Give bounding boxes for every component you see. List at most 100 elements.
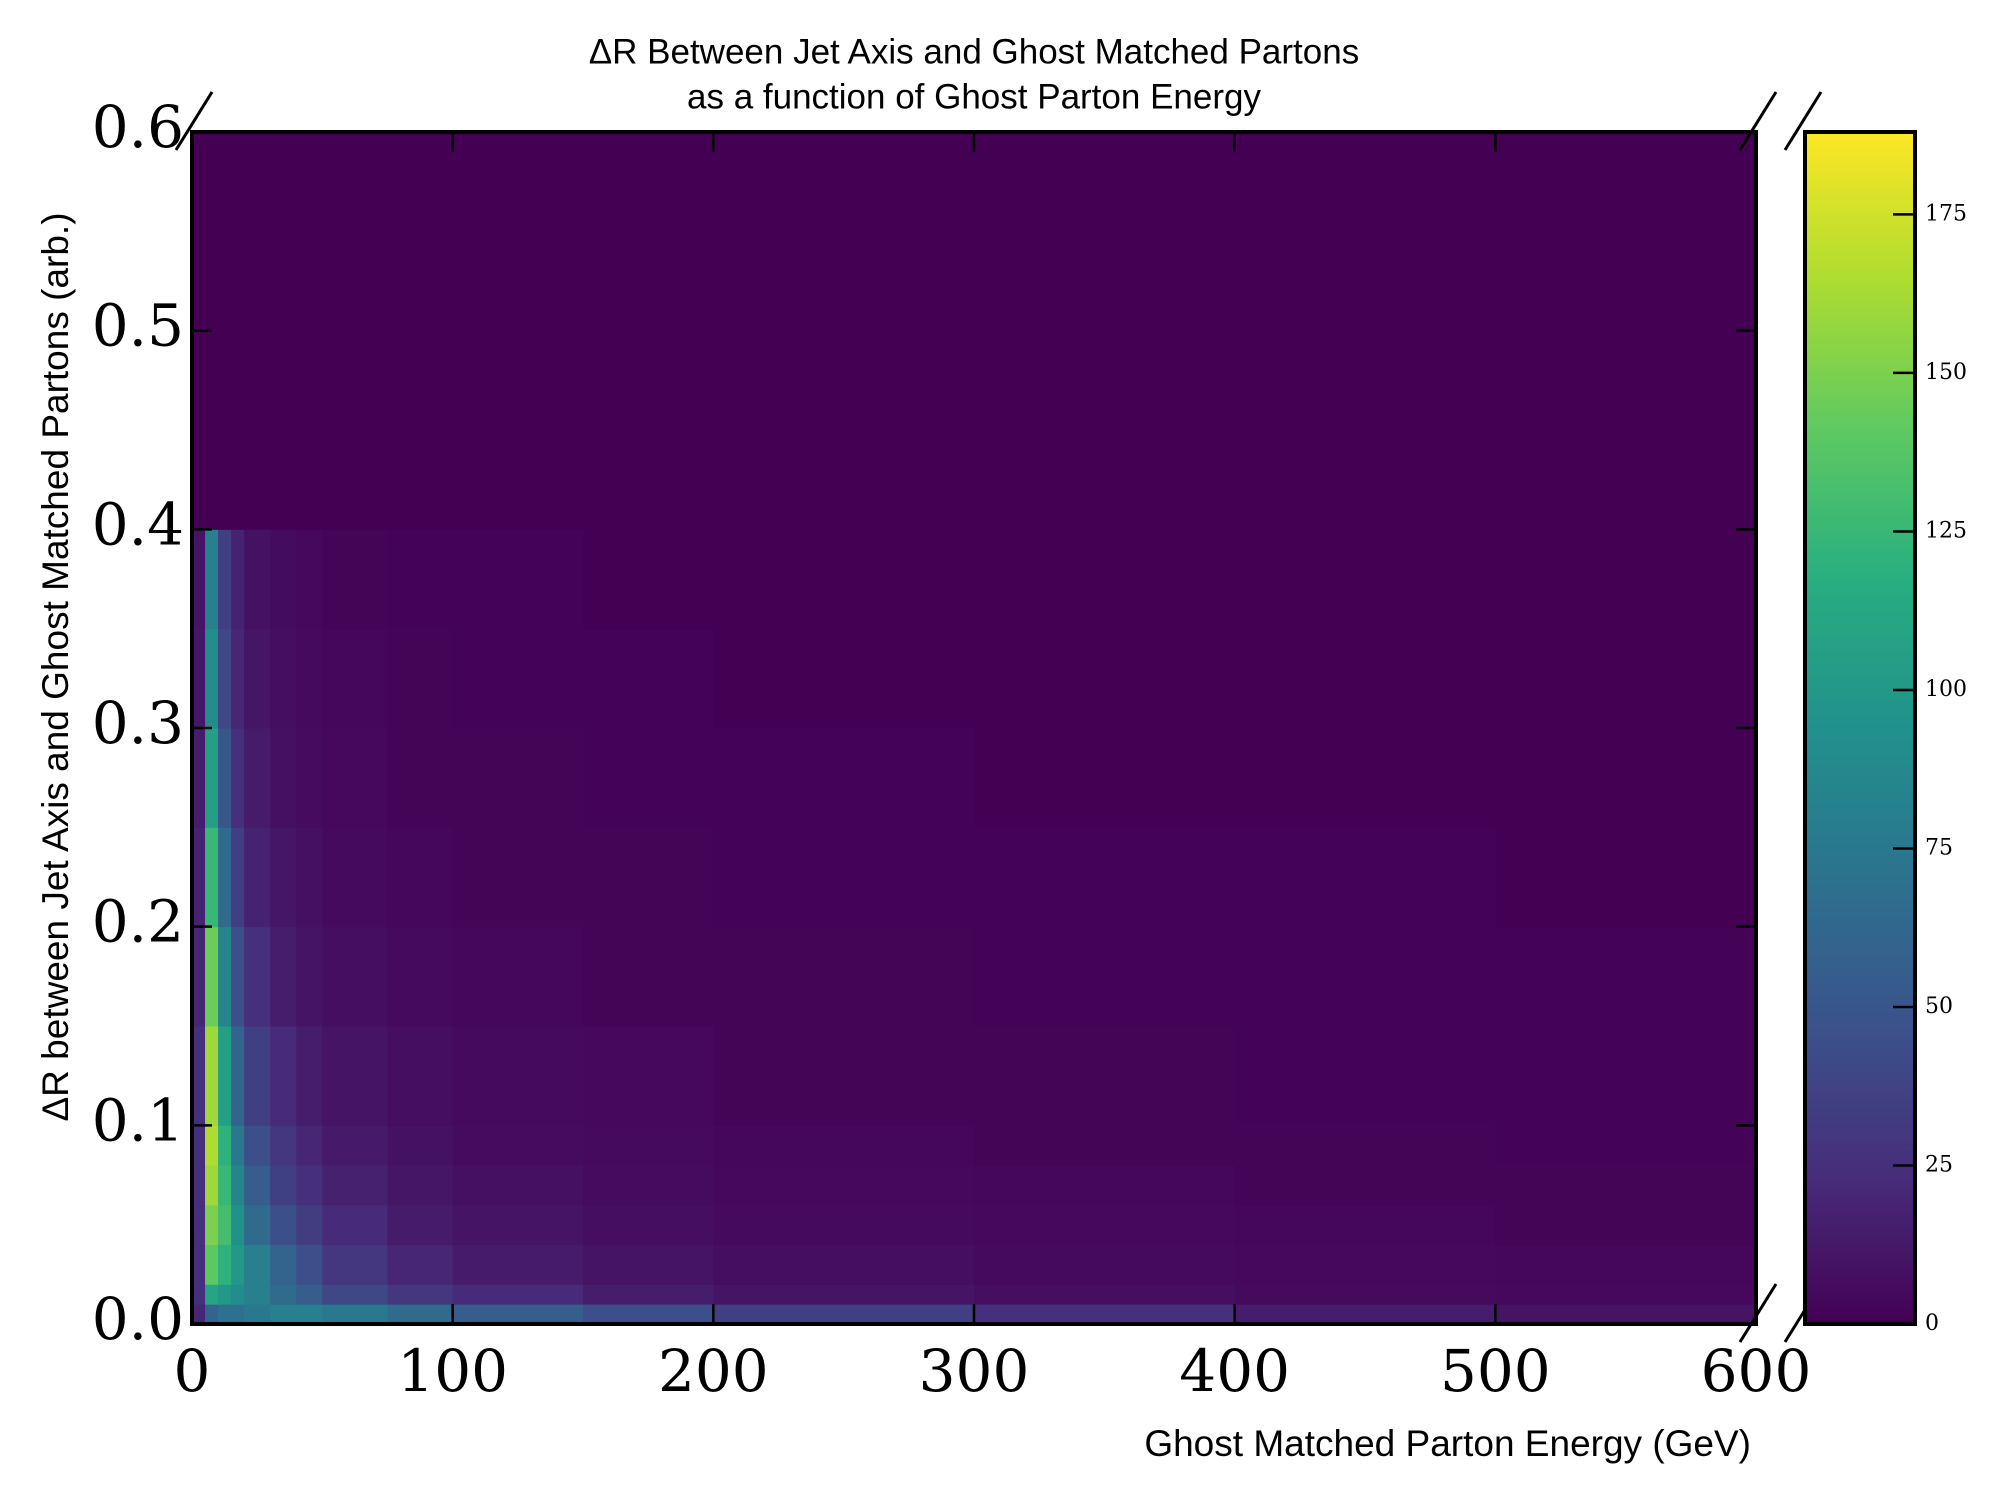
heatmap-cell (270, 1304, 297, 1325)
heatmap-cell (387, 330, 454, 431)
heatmap-cell (205, 430, 219, 530)
heatmap-cell (244, 728, 271, 828)
heatmap-cell (713, 330, 975, 431)
heatmap-cell (1234, 628, 1496, 729)
colorbar-tick-label: 175 (1925, 201, 1967, 226)
x-tick-label: 500 (1440, 1337, 1551, 1405)
heatmap-cell (231, 529, 245, 630)
heatmap-cell (231, 1125, 245, 1166)
heatmap-cell (244, 330, 271, 431)
y-tick-label: 0.3 (92, 689, 184, 757)
heatmap-cell (387, 728, 454, 828)
heatmap-cell (205, 1165, 219, 1206)
heatmap-cell (192, 628, 206, 729)
heatmap-cell (1495, 926, 1757, 1027)
heatmap-cell (452, 1125, 584, 1166)
heatmap-cell (244, 827, 271, 928)
heatmap-cell (270, 827, 297, 928)
heatmap-cell (583, 926, 714, 1027)
heatmap-cell (270, 330, 297, 431)
colorbar-tick-label: 75 (1925, 835, 1953, 860)
heatmap-cell (231, 728, 245, 828)
heatmap-cell (387, 1165, 454, 1206)
heatmap-cell (322, 1304, 388, 1325)
heatmap-cell (713, 529, 975, 630)
chart-title: as a function of Ghost Parton Energy (687, 77, 1261, 116)
heatmap-cell (322, 827, 388, 928)
heatmap-cell (387, 1125, 454, 1166)
heatmap-cell (1234, 1204, 1496, 1246)
heatmap-cell (1495, 1165, 1757, 1206)
heatmap-cell (205, 529, 219, 630)
heatmap-cells (192, 132, 1757, 1325)
heatmap-cell (270, 529, 297, 630)
heatmap-cell (192, 132, 206, 332)
heatmap-cell (231, 628, 245, 729)
heatmap-cell (713, 132, 975, 332)
heatmap-cell (296, 1026, 323, 1126)
heatmap-cell (205, 1244, 219, 1285)
heatmap-cell (974, 728, 1236, 828)
heatmap-cell (387, 430, 454, 530)
heatmap-cell (270, 132, 297, 332)
x-axis-label: Ghost Matched Parton Energy (GeV) (1144, 1423, 1751, 1464)
heatmap-cell (296, 827, 323, 928)
heatmap-cell (296, 1165, 323, 1206)
heatmap-cell (244, 926, 271, 1027)
heatmap-cell (322, 1125, 388, 1166)
heatmap-cell (205, 132, 219, 332)
heatmap-cell (192, 926, 206, 1027)
heatmap-cell (218, 926, 232, 1027)
heatmap-cell (713, 1165, 975, 1206)
heatmap-cell (205, 330, 219, 431)
heatmap-cell (218, 132, 232, 332)
heatmap-cell (296, 628, 323, 729)
heatmap-cell (322, 1204, 388, 1246)
heatmap-cell (218, 1244, 232, 1285)
heatmap-cell (583, 1204, 714, 1246)
heatmap-cell (1234, 827, 1496, 928)
heatmap-cell (713, 1026, 975, 1126)
heatmap-cell (452, 1304, 584, 1325)
heatmap-cell (387, 926, 454, 1027)
heatmap-cell (270, 1026, 297, 1126)
heatmap-cell (974, 827, 1236, 928)
heatmap-cell (244, 1165, 271, 1206)
heatmap-cell (1495, 132, 1757, 332)
heatmap-cell (296, 132, 323, 332)
heatmap-cell (296, 529, 323, 630)
heatmap-cell (583, 1125, 714, 1166)
heatmap-cell (713, 1244, 975, 1285)
heatmap-cell (387, 1304, 454, 1325)
heatmap-cell (244, 1125, 271, 1166)
heatmap-cell (713, 728, 975, 828)
heatmap-cell (296, 430, 323, 530)
heatmap-cell (192, 1284, 206, 1305)
heatmap-cell (192, 1304, 206, 1325)
heatmap-cell (387, 1204, 454, 1246)
heatmap-cell (218, 330, 232, 431)
heatmap-cell (192, 827, 206, 928)
heatmap-cell (1234, 529, 1496, 630)
heatmap-cell (322, 926, 388, 1027)
heatmap-cell (974, 628, 1236, 729)
heatmap-cell (583, 529, 714, 630)
heatmap-cell (387, 529, 454, 630)
heatmap-cell (296, 1244, 323, 1285)
heatmap-cell (1234, 926, 1496, 1027)
heatmap-cell (1234, 1244, 1496, 1285)
heatmap-cell (244, 1026, 271, 1126)
heatmap-cell (231, 1284, 245, 1305)
colorbar-tick-label: 50 (1925, 994, 1953, 1019)
heatmap-cell (713, 926, 975, 1027)
heatmap-cell (452, 728, 584, 828)
heatmap-cell (218, 827, 232, 928)
heatmap-cell (205, 1284, 219, 1305)
heatmap-cell (452, 132, 584, 332)
x-tick-label: 200 (658, 1337, 769, 1405)
heatmap-cell (1234, 1026, 1496, 1126)
heatmap-cell (192, 1204, 206, 1246)
heatmap-cell (205, 1026, 219, 1126)
heatmap-cell (1495, 1284, 1757, 1305)
heatmap-cell (1495, 1026, 1757, 1126)
